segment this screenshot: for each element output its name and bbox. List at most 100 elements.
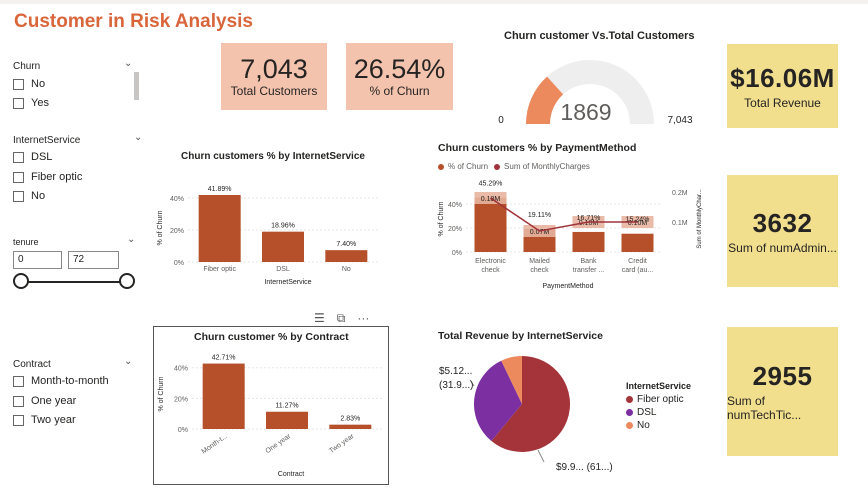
bar[interactable] — [474, 197, 507, 252]
x-tick-label: Two year — [328, 433, 356, 455]
payment-legend: % of Churn Sum of MonthlyCharges — [438, 162, 596, 171]
churn-slicer-label: Churn — [13, 61, 41, 72]
y-tick-label: 0% — [178, 427, 188, 434]
tenure-slider-track[interactable] — [22, 281, 126, 283]
revenue-pie-chart[interactable]: $9.9... (61...) $5.12... (31.9...) — [430, 346, 630, 476]
checkbox[interactable] — [13, 375, 24, 387]
kpi-churn-percent[interactable]: 26.54% % of Churn — [346, 43, 453, 110]
y-tick-label: 40% — [174, 366, 188, 373]
y-tick-label: 20% — [174, 396, 188, 403]
top-border — [0, 0, 868, 4]
bar[interactable] — [202, 363, 245, 429]
internet-slicer-chevron-icon[interactable]: ⌄ — [134, 132, 143, 143]
pie-legend-fiber[interactable]: Fiber optic — [626, 394, 691, 405]
contract-option-one-year[interactable]: One year — [13, 395, 76, 407]
kpi-num-admin[interactable]: 3632 Sum of numAdmin... — [727, 175, 838, 287]
kpi-total-customers[interactable]: 7,043 Total Customers — [221, 43, 327, 110]
pie-legend-dsl[interactable]: DSL — [626, 407, 691, 418]
filter-icon[interactable]: ☰ — [314, 311, 325, 325]
payment-bar-chart[interactable]: % of Churn Sum of MonthlyChar... Payment… — [430, 172, 715, 294]
kpi-label: Total Revenue — [744, 95, 821, 110]
y-tick-label: 0% — [174, 260, 184, 267]
checkbox[interactable] — [13, 151, 24, 163]
x-axis-label: PaymentMethod — [543, 283, 594, 290]
revenue-pie-title: Total Revenue by InternetService — [438, 330, 603, 342]
bar[interactable] — [266, 411, 308, 429]
tenure-slider-min-handle[interactable] — [13, 273, 29, 289]
focus-mode-icon[interactable]: ⧉ — [336, 311, 346, 325]
contract-bar-chart[interactable]: % of Churn Contract 0% 20% 40% 42.71% Month-… — [154, 345, 388, 483]
y-axis-label: % of Churn — [438, 201, 445, 236]
tenure-slider-max-handle[interactable] — [119, 273, 135, 289]
churn-slicer-scrollbar[interactable] — [134, 72, 139, 100]
bar[interactable] — [325, 250, 368, 262]
pie-slice[interactable] — [491, 356, 570, 452]
x-axis-label: Contract — [278, 471, 305, 478]
more-options-icon[interactable]: ··· — [357, 311, 370, 325]
page-title: Customer in Risk Analysis — [14, 11, 253, 32]
y2-tick-label: 0.1M — [672, 220, 688, 227]
internet-option-fiber[interactable]: Fiber optic — [13, 171, 82, 183]
y2-tick-label: 0.2M — [672, 190, 688, 197]
pie-legend-no[interactable]: No — [626, 420, 691, 431]
visual-header-icons: ☰ ⧉ ··· — [314, 311, 369, 326]
internet-slicer-label: InternetService — [13, 135, 81, 146]
contract-chart-frame[interactable] — [153, 326, 389, 485]
data-label: 11.27% — [275, 403, 298, 410]
data-label: 15.24% — [626, 217, 650, 224]
data-label: 42.71% — [212, 355, 236, 362]
contract-slicer-chevron-icon[interactable]: ⌄ — [124, 356, 133, 367]
checkbox[interactable] — [13, 414, 24, 426]
kpi-label: Total Customers — [230, 84, 318, 99]
tenure-min-input[interactable]: 0 — [13, 251, 62, 269]
x-tick-label: transfer ... — [573, 267, 605, 274]
tenure-max-input[interactable]: 72 — [68, 251, 119, 269]
churn-option-no[interactable]: No — [13, 78, 45, 90]
checkbox[interactable] — [13, 190, 24, 202]
kpi-total-revenue[interactable]: $16.06M Total Revenue — [727, 44, 838, 128]
x-tick-label: DSL — [276, 266, 290, 273]
kpi-label: Sum of numAdmin... — [728, 240, 837, 255]
tenure-slicer-chevron-icon[interactable]: ⌄ — [127, 234, 136, 245]
x-tick-label: Mailed — [529, 258, 550, 265]
kpi-num-tech[interactable]: 2955 Sum of numTechTic... — [727, 327, 838, 456]
contract-option-two-year[interactable]: Two year — [13, 414, 76, 426]
pie-data-label: $5.12... — [439, 366, 472, 377]
data-label: 16.71% — [577, 215, 601, 222]
x-tick-label: Bank — [581, 258, 597, 265]
pie-data-label: (31.9...) — [439, 380, 473, 391]
checkbox[interactable] — [13, 97, 24, 109]
bar[interactable] — [621, 233, 654, 252]
bar[interactable] — [198, 194, 241, 262]
x-tick-label: check — [530, 267, 549, 274]
y2-axis-label: Sum of MonthlyChar... — [697, 189, 703, 249]
legend-charges: Sum of MonthlyCharges — [494, 162, 590, 171]
charges-data-label: 0.10M — [579, 220, 599, 227]
charges-data-label: 0.07M — [530, 229, 550, 236]
y-axis-label: % of Churn — [158, 376, 165, 411]
checkbox[interactable] — [13, 395, 24, 407]
pie-slice[interactable] — [501, 356, 522, 404]
checkbox[interactable] — [13, 171, 24, 183]
x-tick-label: card (au... — [622, 267, 654, 274]
y-tick-label: 40% — [170, 196, 184, 203]
internet-option-dsl[interactable]: DSL — [13, 151, 52, 163]
contract-option-month[interactable]: Month-to-month — [13, 375, 109, 387]
bar[interactable] — [572, 231, 605, 252]
data-label: 45.29% — [479, 181, 503, 188]
pie-slice[interactable] — [474, 360, 522, 441]
bar[interactable] — [329, 424, 372, 429]
checkbox[interactable] — [13, 78, 24, 90]
bar[interactable] — [262, 231, 304, 262]
internet-option-no[interactable]: No — [13, 190, 45, 202]
contract-slicer-label: Contract — [13, 359, 51, 370]
x-tick-label: No — [342, 266, 351, 273]
churn-option-yes[interactable]: Yes — [13, 97, 49, 109]
gauge-chart[interactable]: 1869 0 7,043 — [490, 44, 700, 130]
kpi-value: 7,043 — [240, 53, 308, 84]
churn-slicer-chevron-icon[interactable]: ⌄ — [124, 58, 133, 69]
internet-bar-chart[interactable]: % of Churn InternetService 0% 20% 40% 41.89… — [150, 166, 380, 288]
data-label: 19.11% — [528, 212, 551, 219]
data-label: 18.96% — [271, 223, 295, 230]
x-axis-label: InternetService — [264, 279, 311, 286]
